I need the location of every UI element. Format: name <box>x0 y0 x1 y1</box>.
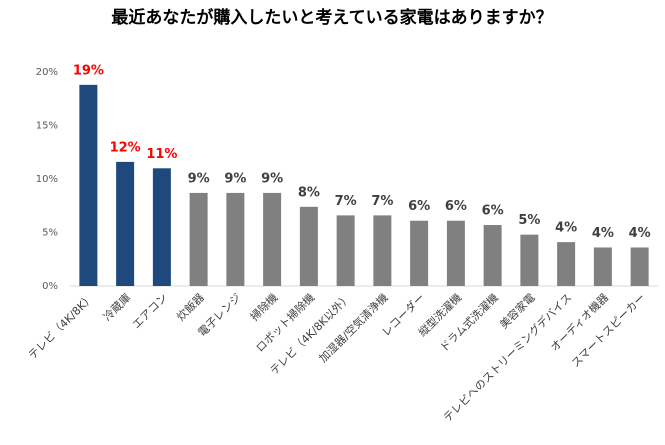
y-tick-label: 15% <box>36 121 58 132</box>
x-tick-label: 加湿器/空気清浄機 <box>316 290 391 365</box>
bar <box>557 242 576 286</box>
bar <box>520 234 539 286</box>
value-label: 9% <box>224 171 246 186</box>
value-label: 7% <box>371 194 393 209</box>
bar <box>483 225 502 286</box>
value-label: 8% <box>298 185 320 200</box>
chart-title: 最近あなたが購入したいと考えている家電はありますか？ <box>111 7 552 28</box>
value-label: 4% <box>592 226 614 241</box>
bar <box>373 215 392 286</box>
value-label: 9% <box>261 171 283 186</box>
bar <box>189 192 208 286</box>
x-tick-label: テレビ（4K/8K） <box>26 291 97 362</box>
value-label: 4% <box>629 226 651 241</box>
y-tick-label: 5% <box>42 228 58 239</box>
bar <box>446 220 465 286</box>
x-tick-label: エアコン <box>130 291 170 331</box>
x-tick-label: 炊飯器 <box>174 290 207 323</box>
bar <box>410 220 429 286</box>
value-label: 7% <box>335 194 357 209</box>
bar <box>116 161 135 286</box>
bar <box>630 247 649 286</box>
y-tick-label: 0% <box>42 281 58 292</box>
value-label: 11% <box>146 147 177 162</box>
value-label: 6% <box>482 204 504 219</box>
y-tick-label: 10% <box>36 174 58 185</box>
value-label: 5% <box>518 213 540 228</box>
x-tick-label: テレビへのストリーミングデバイス <box>440 290 574 424</box>
x-tick-label: 冷蔵庫 <box>100 290 133 323</box>
bar <box>299 206 318 286</box>
value-label: 12% <box>110 140 141 155</box>
bar <box>226 192 245 286</box>
y-tick-label: 20% <box>36 67 58 78</box>
value-label: 6% <box>408 199 430 214</box>
value-label: 9% <box>188 171 210 186</box>
bar <box>593 247 612 286</box>
value-label: 4% <box>555 221 577 236</box>
value-label: 6% <box>445 199 467 214</box>
bar <box>263 192 282 286</box>
bar <box>152 168 171 286</box>
bar <box>336 215 355 286</box>
x-tick-label: 掃除機 <box>247 290 280 323</box>
value-label: 19% <box>73 63 104 78</box>
bar <box>79 84 98 286</box>
